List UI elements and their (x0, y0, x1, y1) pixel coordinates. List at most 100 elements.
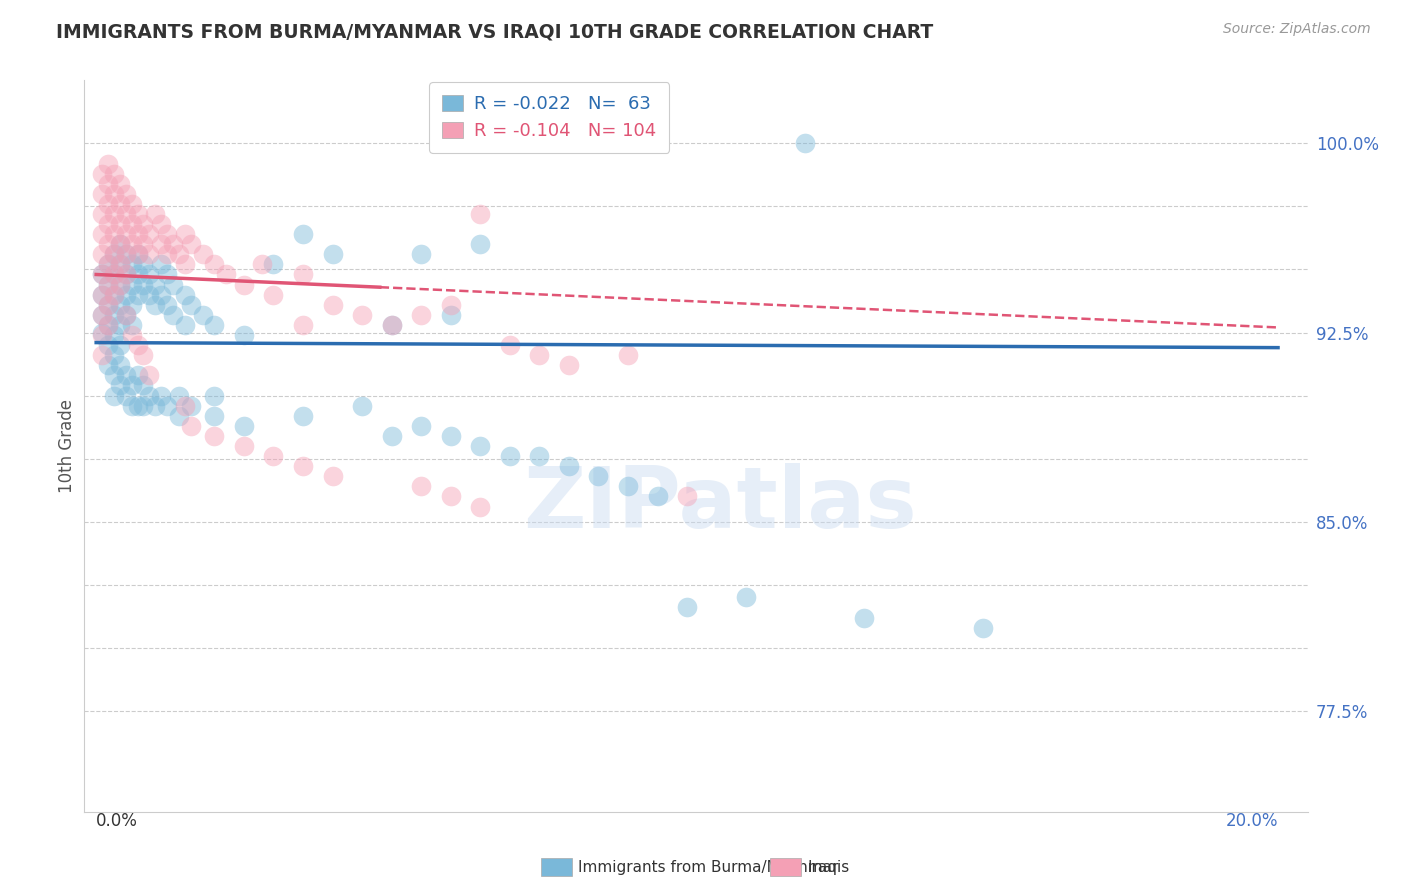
Point (108, 338, 131, 352)
Point (91, 268, 114, 282)
Point (411, 479, 433, 493)
Point (972, 621, 994, 635)
Point (103, 287, 125, 301)
Point (91, 247, 114, 261)
Point (103, 268, 125, 282)
Text: 0.0%: 0.0% (96, 812, 138, 830)
Point (180, 298, 202, 312)
Point (103, 227, 125, 241)
Point (262, 287, 284, 301)
Point (162, 308, 184, 322)
Point (381, 318, 404, 332)
Point (191, 247, 214, 261)
Point (173, 399, 195, 413)
Point (180, 418, 202, 433)
Point (108, 277, 131, 292)
Point (97, 318, 120, 332)
Point (352, 308, 374, 322)
Point (114, 247, 136, 261)
Point (381, 429, 404, 443)
Point (121, 298, 143, 312)
Point (232, 439, 254, 453)
Point (262, 449, 284, 463)
Point (191, 308, 214, 322)
Point (150, 217, 173, 231)
Point (143, 399, 166, 413)
Text: IMMIGRANTS FROM BURMA/MYANMAR VS IRAQI 10TH GRADE CORRELATION CHART: IMMIGRANTS FROM BURMA/MYANMAR VS IRAQI 1… (56, 22, 934, 41)
Point (108, 237, 131, 252)
Point (143, 298, 166, 312)
Text: Source: ZipAtlas.com: Source: ZipAtlas.com (1223, 22, 1371, 37)
Point (617, 479, 640, 493)
Point (91, 207, 114, 221)
Point (162, 277, 184, 292)
Point (91, 167, 114, 181)
Point (97, 237, 120, 252)
Point (108, 257, 131, 271)
Point (132, 217, 155, 231)
Point (138, 287, 160, 301)
Point (588, 469, 610, 483)
Point (103, 186, 125, 201)
Point (127, 247, 149, 261)
Point (676, 600, 699, 615)
Point (127, 287, 149, 301)
Point (121, 217, 143, 231)
Point (558, 359, 581, 373)
Point (91, 348, 114, 362)
Point (127, 227, 149, 241)
Point (127, 247, 149, 261)
Point (322, 298, 344, 312)
Point (97, 277, 120, 292)
Point (114, 388, 136, 402)
Point (180, 237, 202, 252)
Point (114, 247, 136, 261)
Point (440, 490, 463, 504)
Point (103, 308, 125, 322)
Point (108, 217, 131, 231)
Point (167, 247, 190, 261)
Point (558, 459, 581, 474)
Point (381, 318, 404, 332)
Point (156, 268, 179, 282)
Point (529, 449, 551, 463)
Point (132, 348, 155, 362)
Point (121, 277, 143, 292)
Point (127, 368, 149, 383)
Point (108, 318, 131, 332)
Point (676, 490, 699, 504)
Point (97, 177, 120, 191)
Point (138, 247, 160, 261)
Point (202, 257, 225, 271)
Point (91, 308, 114, 322)
Point (103, 287, 125, 301)
Point (156, 399, 179, 413)
Point (103, 207, 125, 221)
Point (108, 197, 131, 211)
Point (97, 197, 120, 211)
Point (132, 277, 155, 292)
Point (108, 257, 131, 271)
Point (440, 298, 463, 312)
Point (132, 378, 155, 392)
Point (103, 388, 125, 402)
Point (322, 247, 344, 261)
Point (121, 318, 143, 332)
Text: Immigrants from Burma/Myanmar: Immigrants from Burma/Myanmar (578, 860, 838, 874)
Point (97, 338, 120, 352)
Point (232, 328, 254, 343)
Point (735, 591, 758, 605)
Point (91, 326, 114, 340)
Point (97, 257, 120, 271)
Point (167, 388, 190, 402)
Point (156, 298, 179, 312)
Point (108, 378, 131, 392)
Point (103, 167, 125, 181)
Text: Iraqis: Iraqis (807, 860, 849, 874)
Point (292, 318, 315, 332)
Point (108, 237, 131, 252)
Point (91, 328, 114, 343)
Point (91, 287, 114, 301)
Point (114, 268, 136, 282)
Point (202, 409, 225, 423)
